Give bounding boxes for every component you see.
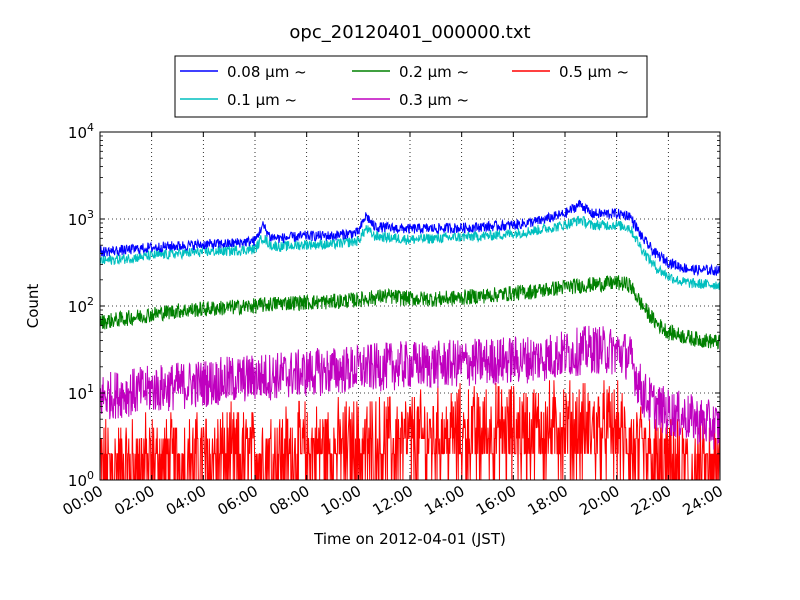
series-line-4 xyxy=(100,380,720,480)
legend-box xyxy=(174,55,648,118)
legend-label-3: 0.3 μm ~ xyxy=(399,91,469,109)
y-axis-label: Count xyxy=(24,284,42,329)
y-tick-label: 104 xyxy=(68,121,94,142)
legend: 0.08 μm ~ 0.1 μm ~ 0.2 μm ~ 0.3 μm ~ 0.5 μm … xyxy=(174,55,648,118)
grid-lines xyxy=(100,132,720,480)
y-tick-label: 101 xyxy=(68,382,94,403)
series-line-3 xyxy=(100,325,720,450)
legend-label-0: 0.08 μm ~ xyxy=(227,63,307,81)
chart-title: opc_20120401_000000.txt xyxy=(289,22,530,43)
series-line-0 xyxy=(100,199,720,277)
legend-label-4: 0.5 μm ~ xyxy=(559,63,629,81)
series-line-2 xyxy=(100,275,720,350)
x-axis-label: Time on 2012-04-01 (JST) xyxy=(313,530,506,548)
y-tick-label: 103 xyxy=(68,208,94,229)
y-tick-label: 102 xyxy=(68,295,94,316)
series-layer xyxy=(100,199,720,480)
y-tick-label: 100 xyxy=(68,469,94,490)
legend-label-2: 0.2 μm ~ xyxy=(399,63,469,81)
legend-label-1: 0.1 μm ~ xyxy=(227,91,297,109)
